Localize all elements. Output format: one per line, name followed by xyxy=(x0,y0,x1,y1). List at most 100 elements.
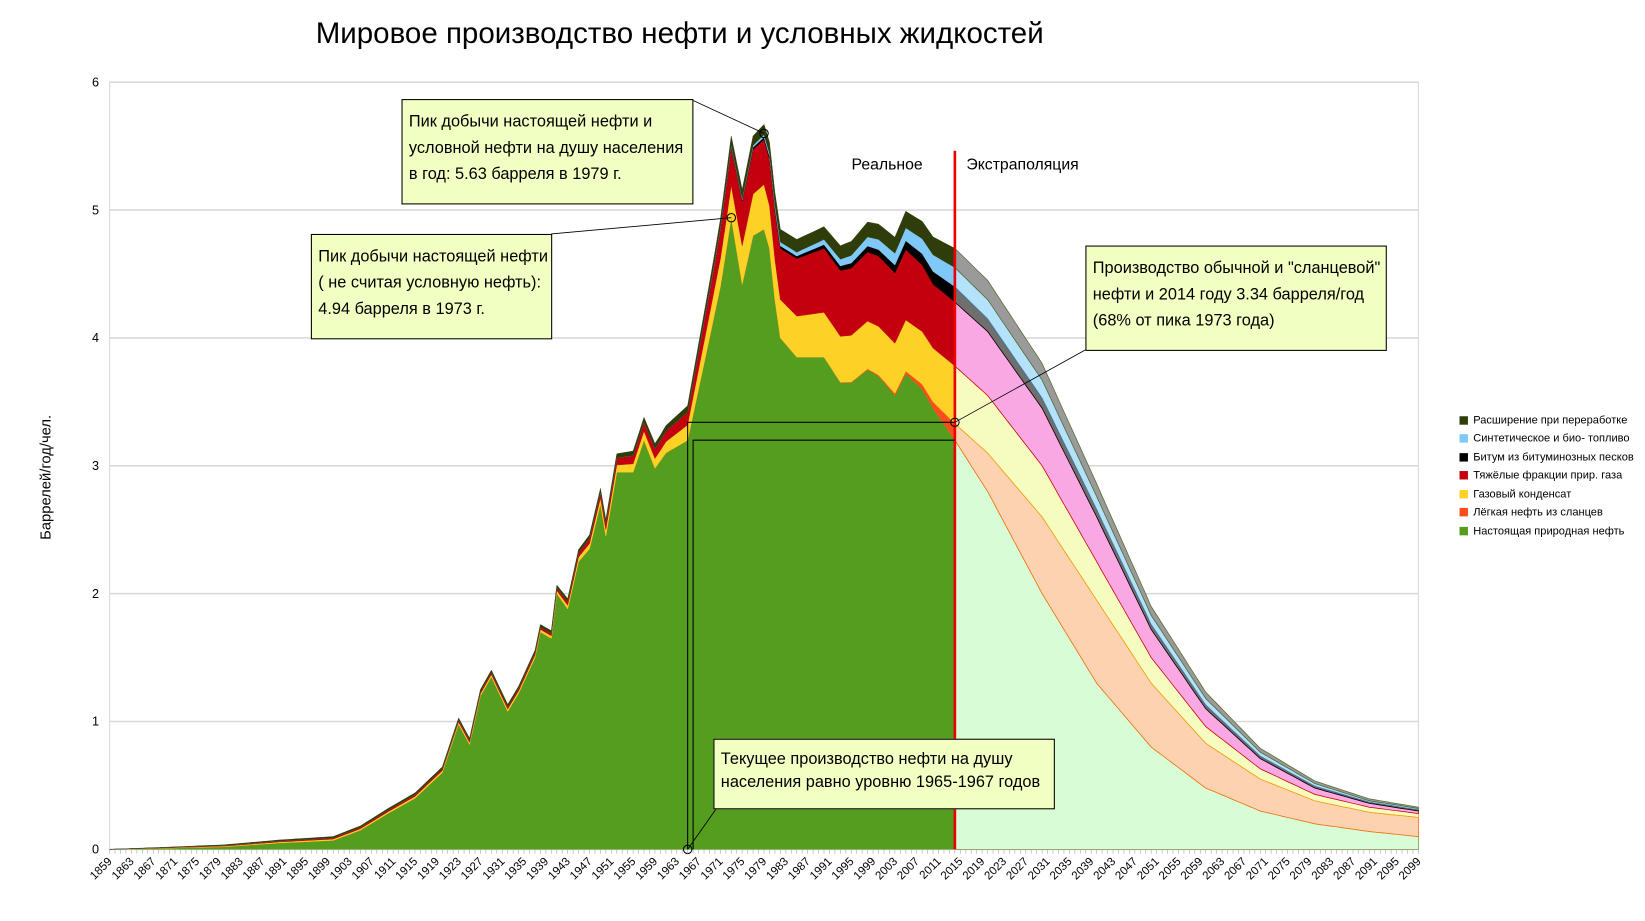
x-tick-label: 1943 xyxy=(546,856,573,883)
x-tick-label: 1983 xyxy=(764,856,791,883)
x-tick-label: 1883 xyxy=(219,856,246,883)
x-tick-label: 1971 xyxy=(699,856,726,883)
x-tick-label: 2031 xyxy=(1026,856,1053,883)
x-tick-label: 1927 xyxy=(459,856,486,883)
x-tick-label: 1887 xyxy=(241,856,268,883)
x-tick-label: 1947 xyxy=(568,856,595,883)
legend-swatch xyxy=(1459,415,1468,425)
x-tick-label: 1951 xyxy=(590,856,617,883)
region-label-forecast: Экстраполяция xyxy=(966,155,1079,174)
x-tick-label: 2059 xyxy=(1179,856,1206,883)
x-tick-label: 1995 xyxy=(830,856,857,883)
legend-label: Лёгкая нефть из сланцев xyxy=(1473,506,1603,519)
annotation-line: нефти и 2014 году 3.34 барреля/год xyxy=(1092,285,1365,304)
x-tick-label: 2095 xyxy=(1375,856,1402,883)
x-tick-label: 2047 xyxy=(1113,856,1140,883)
x-tick-label: 1931 xyxy=(481,856,508,883)
x-tick-label: 1919 xyxy=(415,856,442,883)
annotation-marker xyxy=(726,212,737,223)
y-tick-label: 5 xyxy=(92,203,99,217)
x-tick-label: 2067 xyxy=(1222,856,1249,883)
x-tick-label: 1991 xyxy=(808,856,835,883)
annotation-peak-total: Пик добычи настоящей нефти и условной не… xyxy=(401,99,694,205)
annotation-line: (68% от пика 1973 года) xyxy=(1092,311,1275,330)
areas xyxy=(109,123,1419,850)
x-tick-label: 1863 xyxy=(110,856,137,883)
region-label-actual: Реальное xyxy=(851,155,923,174)
x-tick-label: 2071 xyxy=(1244,856,1271,883)
annotation-line: в год: 5.63 барреля в 1979 г. xyxy=(408,165,622,184)
x-tick-label: 1915 xyxy=(394,856,421,883)
overlay xyxy=(551,99,1086,855)
x-tick-label: 1999 xyxy=(852,856,879,883)
legend-label: Настоящая природная нефть xyxy=(1473,524,1625,538)
annotation-line: населения равно уровню 1965-1967 годов xyxy=(720,773,1041,792)
annotation-line: 4.94 барреля в 1973 г. xyxy=(318,300,485,319)
x-tick-label: 2075 xyxy=(1266,856,1293,883)
x-tick-label: 2051 xyxy=(1135,856,1162,883)
legend-item: Расширение при переработке xyxy=(1459,411,1634,429)
x-tick-label: 2039 xyxy=(1070,856,1097,883)
y-axis: 0 1 2 3 4 5 6 xyxy=(92,75,99,856)
x-tick-label: 2027 xyxy=(1004,856,1031,883)
legend-swatch xyxy=(1459,489,1468,499)
x-tick-label: 1959 xyxy=(634,856,661,883)
x-tick-label: 1955 xyxy=(612,856,639,883)
legend-label: Газовый конденсат xyxy=(1473,487,1572,501)
x-tick-label: 1963 xyxy=(655,856,682,883)
x-tick-label: 1923 xyxy=(437,856,464,883)
annotation-line: Производство обычной и "сланцевой" xyxy=(1092,259,1381,278)
x-tick-label: 2079 xyxy=(1288,856,1315,883)
x-tick-label: 2063 xyxy=(1201,856,1228,883)
x-tick-label: 1879 xyxy=(197,856,224,883)
x-tick-label: 1939 xyxy=(524,856,551,883)
x-tick-label: 2019 xyxy=(961,856,988,883)
x-tick-label: 2011 xyxy=(918,856,944,882)
y-tick-label: 2 xyxy=(92,587,99,601)
annotation-2014: Производство обычной и "сланцевой" нефти… xyxy=(1085,245,1387,351)
annotation-line: Текущее производство нефти на душу xyxy=(720,750,1013,769)
x-tick-label: 1987 xyxy=(786,856,813,883)
area-forecast-series-6 xyxy=(954,247,1419,809)
annotation-current-level: Текущее производство нефти на душу насел… xyxy=(713,738,1055,810)
x-tick-label: 1875 xyxy=(175,856,202,883)
x-tick-label: 1967 xyxy=(677,856,704,883)
x-tick-label: 2003 xyxy=(873,856,900,883)
annotation-connector xyxy=(551,217,732,235)
x-tick-label: 1867 xyxy=(132,856,159,883)
x-tick-label: 1899 xyxy=(306,856,333,883)
x-tick-label: 2035 xyxy=(1048,856,1075,883)
x-tick-label: 1979 xyxy=(743,856,770,883)
legend-label: Битум из битуминозных песков xyxy=(1473,450,1634,464)
legend-item: Синтетическое и био- топливо xyxy=(1459,429,1634,447)
x-tick-label: 2091 xyxy=(1353,856,1380,883)
legend-swatch xyxy=(1459,508,1468,517)
x-tick-label: 2055 xyxy=(1157,856,1184,883)
x-tick-label: 1903 xyxy=(328,856,355,883)
legend-item: Настоящая природная нефть xyxy=(1459,522,1634,540)
legend-item: Лёгкая нефть из сланцев xyxy=(1459,503,1634,521)
legend-item: Битум из битуминозных песков xyxy=(1459,448,1634,466)
legend-item: Тяжёлые фракции прир. газа xyxy=(1459,466,1634,484)
y-tick-label: 1 xyxy=(92,715,99,729)
x-tick-label: 1907 xyxy=(350,856,377,883)
x-tick-label: 1859 xyxy=(88,856,115,883)
x-tick-label: 1871 xyxy=(154,856,181,883)
x-tick-label: 2015 xyxy=(939,856,966,883)
legend-swatch xyxy=(1459,526,1468,536)
legend-label: Тяжёлые фракции прир. газа xyxy=(1473,469,1623,482)
x-tick-label: 2043 xyxy=(1092,856,1119,883)
y-axis-label: Баррелей/год/чел. xyxy=(36,414,54,540)
annotation-connector xyxy=(692,99,765,134)
annotation-connector xyxy=(954,349,1086,423)
legend-label: Синтетическое и био- топливо xyxy=(1473,432,1630,445)
chart-title: Мировое производство нефти и условных жи… xyxy=(315,16,1044,50)
x-tick-label: 2099 xyxy=(1397,856,1424,883)
x-tick-label: 2007 xyxy=(895,856,922,883)
annotation-connector xyxy=(687,808,717,850)
x-axis: 1859186318671871187518791883188718911895… xyxy=(88,849,1424,882)
legend: Расширение при переработке Синтетическое … xyxy=(1459,411,1634,540)
y-tick-label: 3 xyxy=(92,459,99,473)
